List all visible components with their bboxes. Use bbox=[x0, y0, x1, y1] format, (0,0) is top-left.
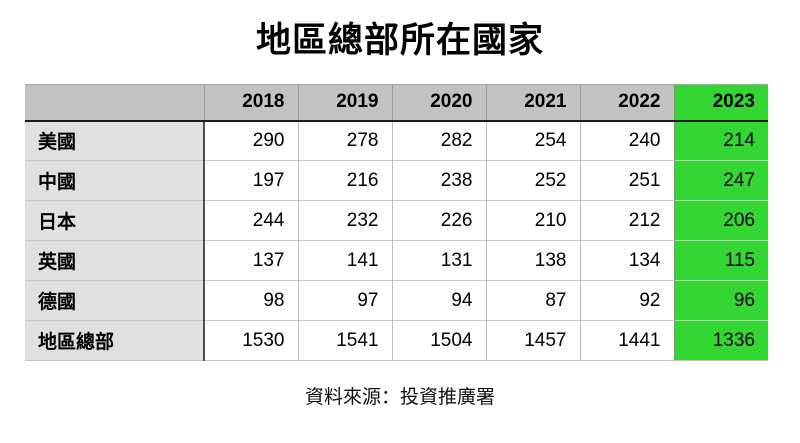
table-header-row: 2018 2019 2020 2021 2022 2023 bbox=[25, 84, 768, 122]
table-cell: 210 bbox=[485, 200, 580, 241]
table-cell: 252 bbox=[485, 160, 580, 201]
year-header-2018: 2018 bbox=[203, 84, 298, 122]
table-cell: 137 bbox=[203, 240, 298, 281]
table-cell: 87 bbox=[485, 280, 580, 321]
table-cell: 282 bbox=[391, 120, 486, 161]
table-cell: 141 bbox=[297, 240, 392, 281]
year-header-2021: 2021 bbox=[485, 84, 580, 122]
table-cell: 131 bbox=[391, 240, 486, 281]
table-cell: 1441 bbox=[579, 320, 674, 361]
table-cell: 98 bbox=[203, 280, 298, 321]
table-row-china: 中國 197 216 238 252 251 247 bbox=[25, 160, 768, 201]
page-title: 地區總部所在國家 bbox=[255, 21, 544, 60]
table-cell: 216 bbox=[297, 160, 392, 201]
row-label: 英國 bbox=[25, 240, 205, 281]
table-cell-highlighted: 247 bbox=[673, 160, 768, 201]
table-cell: 138 bbox=[485, 240, 580, 281]
table-cell: 278 bbox=[297, 120, 392, 161]
table-cell-highlighted: 1336 bbox=[673, 320, 768, 361]
table-row-usa: 美國 290 278 282 254 240 214 bbox=[25, 120, 768, 161]
row-label: 美國 bbox=[25, 120, 205, 161]
row-label: 地區總部 bbox=[25, 320, 205, 361]
table-cell: 197 bbox=[203, 160, 298, 201]
table-cell: 244 bbox=[203, 200, 298, 241]
table-cell: 94 bbox=[391, 280, 486, 321]
year-header-2023-highlighted: 2023 bbox=[673, 84, 768, 122]
table-cell: 212 bbox=[579, 200, 674, 241]
table-cell: 251 bbox=[579, 160, 674, 201]
table-cell-highlighted: 115 bbox=[673, 240, 768, 281]
table-cell: 92 bbox=[579, 280, 674, 321]
row-label: 德國 bbox=[25, 280, 205, 321]
table-row-total: 地區總部 1530 1541 1504 1457 1441 1336 bbox=[25, 320, 768, 361]
headquarters-table: 2018 2019 2020 2021 2022 2023 美國 290 278… bbox=[25, 84, 768, 361]
table-cell: 290 bbox=[203, 120, 298, 161]
table-cell-highlighted: 214 bbox=[673, 120, 768, 161]
table-cell: 232 bbox=[297, 200, 392, 241]
table-row-uk: 英國 137 141 131 138 134 115 bbox=[25, 240, 768, 281]
row-label: 日本 bbox=[25, 200, 205, 241]
table-cell-highlighted: 206 bbox=[673, 200, 768, 241]
table-row-japan: 日本 244 232 226 210 212 206 bbox=[25, 200, 768, 241]
table-cell: 238 bbox=[391, 160, 486, 201]
table-cell: 1541 bbox=[297, 320, 392, 361]
table-cell: 254 bbox=[485, 120, 580, 161]
table-cell: 1504 bbox=[391, 320, 486, 361]
table-cell: 240 bbox=[579, 120, 674, 161]
row-label: 中國 bbox=[25, 160, 205, 201]
table-cell: 226 bbox=[391, 200, 486, 241]
year-header-2019: 2019 bbox=[297, 84, 392, 122]
source-note: 資料來源：投資推廣署 bbox=[304, 387, 495, 408]
table-cell: 1530 bbox=[203, 320, 298, 361]
table-cell: 97 bbox=[297, 280, 392, 321]
table-row-germany: 德國 98 97 94 87 92 96 bbox=[25, 280, 768, 321]
year-header-2020: 2020 bbox=[391, 84, 486, 122]
table-cell-highlighted: 96 bbox=[673, 280, 768, 321]
table-cell: 1457 bbox=[485, 320, 580, 361]
year-header-2022: 2022 bbox=[579, 84, 674, 122]
table-cell: 134 bbox=[579, 240, 674, 281]
corner-cell bbox=[25, 84, 204, 122]
